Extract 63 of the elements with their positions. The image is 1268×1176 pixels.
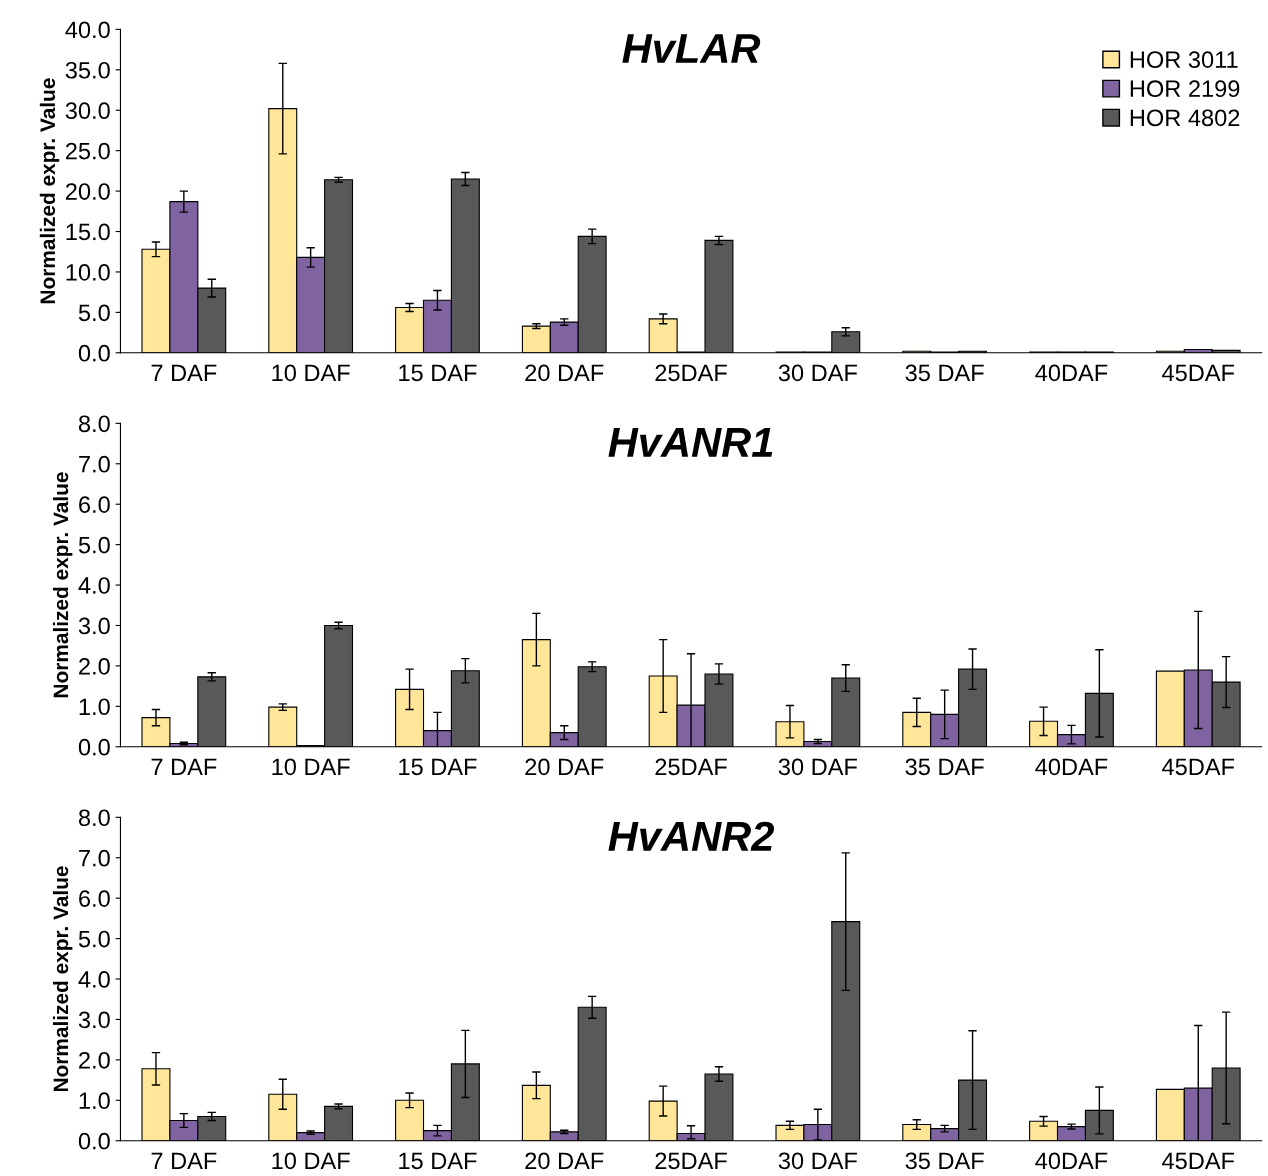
chart-title: HvLAR [622,34,761,63]
y-axis-title: Normalized expr. Value [52,472,73,698]
y-tick-label: 40.0 [65,21,110,39]
y-tick-label: 5.0 [78,930,110,948]
x-tick-label: 15 DAF [399,758,477,776]
y-tick-label: 6.0 [79,496,110,513]
y-tick-label: 10.0 [66,264,110,281]
y-tick-label: 5.0 [78,304,110,322]
x-tick-label: 15 DAF [399,364,477,382]
y-tick-label: 1.0 [79,698,110,716]
y-tick-label: 30.0 [65,102,110,120]
x-tick-label: 35 DAF [905,364,984,382]
x-tick-label: 7 DAF [151,1152,217,1169]
y-tick-label: 1.0 [79,1092,110,1110]
y-tick-label: 7.0 [79,455,110,473]
y-tick-label: 35.0 [65,61,110,79]
x-tick-label: 7 DAF [151,758,217,775]
chart-title: HvANR2 [608,821,774,851]
y-tick-label: 0.0 [78,1132,110,1150]
legend-label: HOR 2199 [1130,80,1240,98]
x-tick-label: 10 DAF [272,364,350,382]
x-tick-label: 40DAF [1035,1152,1108,1170]
x-tick-label: 10 DAF [272,758,350,776]
y-tick-label: 2.0 [79,657,110,675]
y-tick-label: 5.0 [78,536,110,554]
chart-title: HvANR1 [608,428,773,457]
x-tick-label: 10 DAF [272,1152,350,1170]
x-tick-label: 30 DAF [778,364,857,382]
x-tick-label: 35 DAF [905,1152,984,1170]
x-tick-label: 45DAF [1162,758,1235,776]
legend-label: HOR 3011 [1130,51,1238,68]
y-tick-label: 20.0 [65,183,110,200]
legend-label: HOR 4802 [1130,109,1240,127]
x-tick-label: 30 DAF [778,1152,857,1170]
x-tick-label: 35 DAF [905,758,984,776]
x-tick-label: 20 DAF [525,1152,604,1170]
x-tick-label: 15 DAF [399,1152,477,1170]
x-tick-label: 25DAF [655,758,727,776]
x-tick-label: 7 DAF [151,364,217,382]
y-tick-label: 15.0 [66,223,110,241]
x-tick-label: 25DAF [655,1152,727,1170]
x-tick-label: 25DAF [655,364,727,382]
y-axis-title: Normalized expr. Value [52,866,73,1092]
y-tick-label: 0.0 [78,738,110,756]
y-tick-label: 8.0 [78,809,110,827]
y-tick-label: 2.0 [79,1051,110,1069]
x-tick-label: 40DAF [1035,364,1108,382]
y-tick-label: 4.0 [78,577,110,594]
y-tick-label: 4.0 [78,971,110,988]
x-tick-label: 40DAF [1035,758,1108,776]
y-axis-title: Normalized expr. Value [39,78,60,304]
x-tick-label: 20 DAF [525,758,604,776]
y-tick-label: 8.0 [78,415,110,433]
y-tick-label: 3.0 [78,1011,110,1029]
y-tick-label: 25.0 [65,142,110,160]
y-tick-label: 7.0 [79,849,110,867]
x-tick-label: 30 DAF [778,758,857,776]
x-tick-label: 45DAF [1162,364,1235,382]
y-tick-label: 3.0 [78,617,110,635]
x-tick-label: 45DAF [1162,1152,1235,1170]
y-tick-label: 6.0 [79,890,110,907]
y-tick-label: 0.0 [78,344,110,362]
x-tick-label: 20 DAF [525,364,604,382]
